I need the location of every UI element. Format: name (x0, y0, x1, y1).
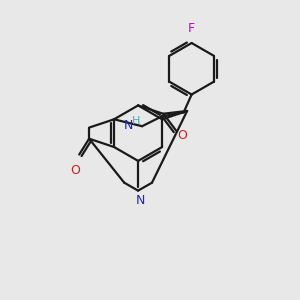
Text: O: O (70, 164, 80, 178)
Text: F: F (188, 22, 195, 35)
Text: N: N (124, 119, 133, 132)
Text: N: N (135, 194, 145, 207)
Text: H: H (132, 116, 140, 126)
Text: O: O (178, 129, 188, 142)
